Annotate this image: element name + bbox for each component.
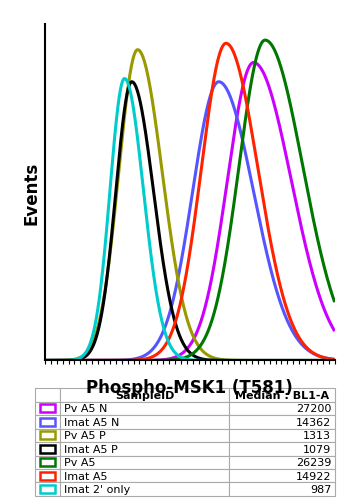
Text: 14362: 14362 — [296, 417, 331, 427]
Text: Imat A5 P: Imat A5 P — [64, 444, 118, 454]
Text: Pv A5: Pv A5 — [64, 457, 95, 467]
Text: SampleID: SampleID — [115, 390, 175, 400]
Bar — [34, 388, 60, 402]
Text: Phospho-MSK1 (T581): Phospho-MSK1 (T581) — [86, 378, 293, 396]
Bar — [229, 388, 335, 402]
Bar — [60, 469, 229, 482]
Bar — [34, 415, 60, 429]
Text: 27200: 27200 — [296, 403, 331, 413]
Bar — [229, 415, 335, 429]
Text: Median : BL1-A: Median : BL1-A — [235, 390, 329, 400]
Text: 987: 987 — [310, 484, 331, 494]
Text: Pv A5 P: Pv A5 P — [64, 430, 106, 440]
Bar — [40, 404, 55, 412]
Bar — [34, 429, 60, 442]
Bar — [229, 402, 335, 415]
Text: 14922: 14922 — [296, 471, 331, 481]
Bar — [34, 402, 60, 415]
Bar — [60, 482, 229, 496]
Bar — [40, 485, 55, 493]
Text: Imat A5 N: Imat A5 N — [64, 417, 119, 427]
Bar — [229, 429, 335, 442]
Text: Pv A5 N: Pv A5 N — [64, 403, 107, 413]
Bar — [40, 418, 55, 426]
Bar — [40, 458, 55, 466]
Text: Imat A5: Imat A5 — [64, 471, 107, 481]
Bar — [60, 455, 229, 469]
Bar — [229, 469, 335, 482]
Text: Imat 2' only: Imat 2' only — [64, 484, 130, 494]
Bar — [229, 482, 335, 496]
Bar — [34, 482, 60, 496]
Bar — [34, 455, 60, 469]
Bar — [34, 469, 60, 482]
Bar — [60, 442, 229, 455]
Bar — [60, 429, 229, 442]
Text: 26239: 26239 — [296, 457, 331, 467]
Bar — [60, 415, 229, 429]
Bar — [60, 402, 229, 415]
Text: 1313: 1313 — [303, 430, 331, 440]
Bar — [40, 445, 55, 453]
Bar — [60, 388, 229, 402]
Bar — [40, 472, 55, 480]
Bar — [229, 442, 335, 455]
Bar — [229, 455, 335, 469]
Bar — [34, 442, 60, 455]
Y-axis label: Events: Events — [23, 161, 41, 224]
Bar — [40, 431, 55, 439]
Text: 1079: 1079 — [303, 444, 331, 454]
